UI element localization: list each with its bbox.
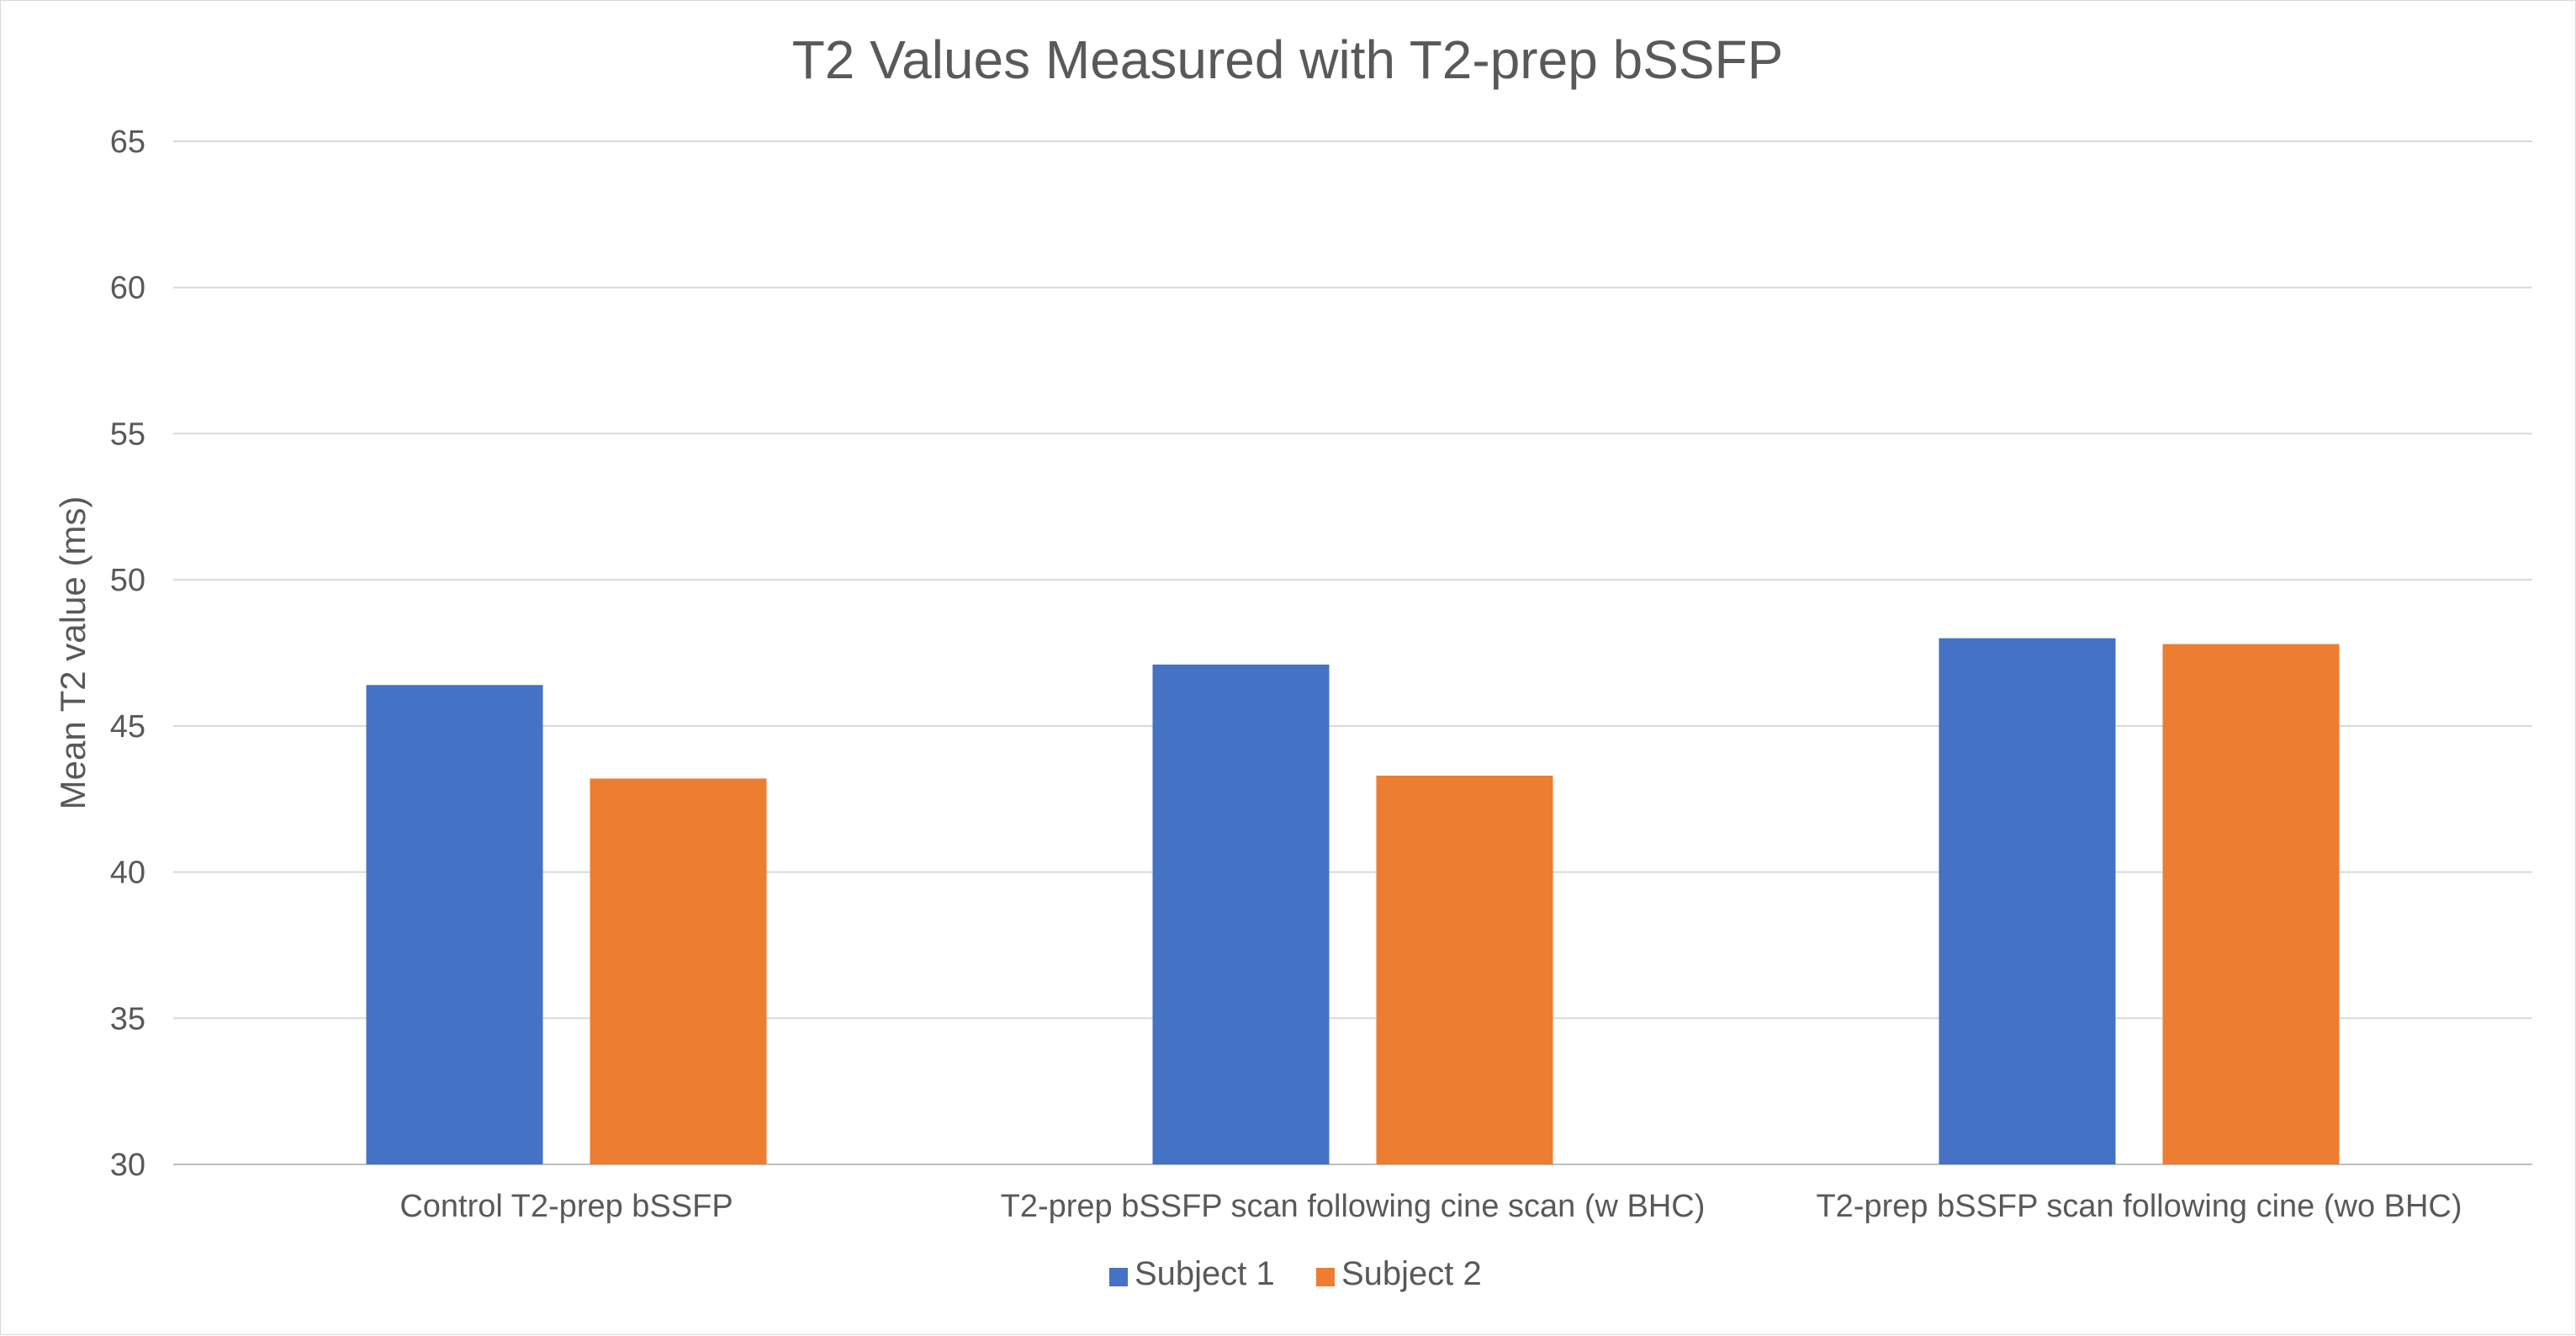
bar-subject-2-1 (590, 778, 767, 1164)
bar-subject-1-1 (366, 685, 543, 1164)
legend-label: Subject 1 (1135, 1255, 1275, 1292)
x-axis-categories: Control T2-prep bSSFP T2-prep bSSFP scan … (399, 1189, 2462, 1224)
chart-title: T2 Values Measured with T2-prep bSSFP (792, 29, 1784, 90)
legend-swatch (1316, 1268, 1335, 1286)
y-tick-label: 45 (110, 709, 145, 745)
bar-subject-1-2 (1152, 664, 1330, 1164)
gridlines (173, 140, 2532, 1165)
x-category-label: T2-prep bSSFP scan following cine scan (… (1001, 1189, 1706, 1224)
legend: Subject 1 Subject 2 (1109, 1255, 1482, 1292)
y-axis-ticks: 30 35 40 45 50 55 60 65 (110, 125, 145, 1183)
y-axis-title: Mean T2 value (ms) (53, 496, 93, 810)
legend-label: Subject 2 (1341, 1255, 1482, 1292)
bar-subject-1-3 (1939, 638, 2116, 1164)
x-category-label: T2-prep bSSFP scan following cine (wo BH… (1816, 1189, 2462, 1224)
y-tick-label: 50 (110, 563, 145, 598)
y-tick-label: 60 (110, 271, 145, 306)
x-category-label: Control T2-prep bSSFP (399, 1189, 733, 1224)
bar-subject-2-3 (2162, 644, 2340, 1164)
bar-subject-2-2 (1376, 775, 1553, 1164)
y-tick-label: 55 (110, 416, 145, 452)
y-tick-label: 35 (110, 1001, 145, 1036)
y-tick-label: 65 (110, 125, 145, 160)
bars (366, 638, 2340, 1164)
legend-swatch (1109, 1268, 1128, 1286)
y-tick-label: 40 (110, 856, 145, 891)
y-tick-label: 30 (110, 1148, 145, 1183)
